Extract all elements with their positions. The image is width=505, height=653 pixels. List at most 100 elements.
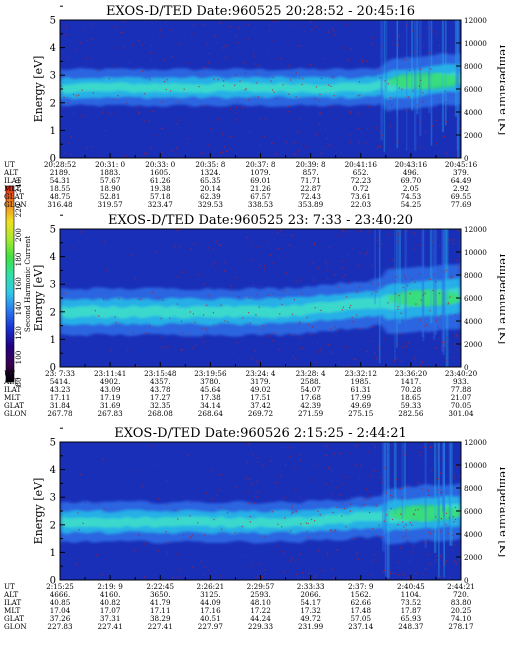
- y2-tick-label: 10000: [464, 39, 487, 48]
- ephemeris-value: 17.87: [401, 606, 422, 615]
- streak: [437, 442, 440, 534]
- ephemeris-value: 20:35: 8: [195, 160, 225, 169]
- y-tick-label: 1: [50, 335, 56, 346]
- y2-tick-label: 4000: [464, 317, 483, 326]
- y-tick-label: 1: [50, 548, 56, 559]
- ephemeris-value: 0.72: [353, 184, 369, 193]
- ephemeris-row-label: GLAT: [4, 192, 24, 201]
- y2-tick-label: 6000: [464, 507, 483, 516]
- y-tick-label: 3: [50, 71, 56, 82]
- ephemeris-row-label: GLON: [4, 200, 27, 209]
- ephemeris-value: 22.03: [350, 200, 371, 209]
- ephemeris-value: 40.51: [200, 614, 221, 623]
- ephemeris-value: 17.11: [150, 606, 171, 615]
- ephemeris-value: 23:11:41: [94, 369, 126, 378]
- ephemeris-value: 1562.: [350, 590, 371, 599]
- ephemeris-value: 1104.: [401, 590, 422, 599]
- ephemeris-value: 22.87: [300, 184, 321, 193]
- ephemeris-value: 1324.: [200, 168, 221, 177]
- ephemeris-row-label: ALT: [3, 168, 18, 177]
- ephemeris-value: 57.18: [150, 192, 171, 201]
- y2-axis-label: Temperature [K]: [497, 465, 505, 557]
- ephemeris-value: 323.47: [148, 200, 174, 209]
- ephemeris-value: 20:33: 0: [145, 160, 175, 169]
- hot-region: [388, 289, 461, 307]
- ephemeris-value: 17.48: [350, 606, 371, 615]
- ephemeris-value: 65.35: [200, 176, 221, 185]
- ephemeris-value: 2:40:45: [397, 582, 425, 591]
- ephemeris-value: 3650.: [150, 590, 171, 599]
- streak: [456, 20, 459, 151]
- ephemeris-value: 44.24: [250, 614, 271, 623]
- streak: [414, 20, 417, 151]
- ephemeris-value: 19.38: [150, 184, 171, 193]
- ephemeris-value: 74.10: [451, 614, 472, 623]
- ephemeris-value: 4357.: [150, 377, 171, 386]
- ephemeris-value: 2.05: [403, 184, 419, 193]
- y2-axis-label: Temperature [K]: [497, 43, 505, 135]
- spectrogram-panel-2: EXOS-D/TED Date:960525 23: 7:33 - 23:40:…: [3, 213, 505, 418]
- ephemeris-row-label: ALT: [3, 590, 18, 599]
- y2-tick-label: 10000: [464, 461, 487, 470]
- ephemeris-value: 2.92: [453, 184, 469, 193]
- ephemeris-value: 2:33:33: [297, 582, 325, 591]
- streak: [433, 229, 436, 340]
- streak: [381, 442, 385, 552]
- ephemeris-value: 353.89: [298, 200, 324, 209]
- ephemeris-value: 42.39: [300, 401, 321, 410]
- ephemeris-value: 2:29:57: [247, 582, 275, 591]
- ephemeris-value: 2:44:21: [447, 582, 475, 591]
- colorbar-tick-label: 220: [14, 203, 23, 217]
- ephemeris-value: 17.07: [100, 606, 121, 615]
- spectrogram-image: [60, 229, 461, 367]
- ephemeris-row-label: ILAT: [4, 598, 21, 607]
- y2-tick-label: 2000: [464, 553, 483, 562]
- y-tick-label: 4: [50, 43, 56, 54]
- y2-tick-label: 10000: [464, 248, 487, 257]
- ephemeris-value: 933.: [453, 377, 469, 386]
- y2-tick-label: 6000: [464, 85, 483, 94]
- ephemeris-value: 282.56: [398, 409, 424, 418]
- ephemeris-table: UT 23: 7:33 23:11:41 23:15:48 23:19:56 23:24:…: [3, 369, 478, 418]
- ephemeris-value: 17.22: [250, 606, 271, 615]
- ephemeris-value: 2:26:21: [197, 582, 225, 591]
- y-tick-label: 4: [50, 252, 56, 263]
- streak: [443, 442, 445, 578]
- ephemeris-row-label: UT: [4, 369, 15, 378]
- ephemeris-value: 17.32: [300, 606, 321, 615]
- ephemeris-value: 61.31: [350, 385, 371, 394]
- ephemeris-value: 73.61: [350, 192, 371, 201]
- ephemeris-value: 2066.: [300, 590, 321, 599]
- ephemeris-value: 17.19: [100, 393, 121, 402]
- ephemeris-value: 17.11: [50, 393, 71, 402]
- ephemeris-value: 83.80: [451, 598, 472, 607]
- streak: [444, 229, 448, 306]
- ephemeris-value: 72.23: [350, 176, 371, 185]
- ephemeris-row-label: MLT: [4, 606, 21, 615]
- ephemeris-value: 857.: [303, 168, 319, 177]
- streak: [384, 442, 386, 573]
- ephemeris-value: 69.55: [451, 192, 472, 201]
- y-tick-label: 2: [50, 307, 56, 318]
- colorbar-tick-label: 200: [14, 228, 23, 242]
- ephemeris-value: 40.82: [100, 598, 121, 607]
- ephemeris-value: 278.17: [448, 622, 474, 631]
- colorbar-tick-label: 240: [14, 179, 23, 193]
- ephemeris-value: 31.69: [100, 401, 121, 410]
- ephemeris-value: 1985.: [350, 377, 371, 386]
- colorbar-tick-label: 120: [14, 326, 23, 340]
- streak: [422, 229, 425, 342]
- streak: [434, 442, 437, 553]
- ephemeris-value: 20:39: 8: [296, 160, 326, 169]
- ephemeris-value: 23:40:20: [445, 369, 478, 378]
- ephemeris-value: 62.66: [350, 598, 371, 607]
- y-tick-label: 0: [50, 363, 56, 374]
- y2-tick-label: 8000: [464, 484, 483, 493]
- streak: [374, 229, 376, 305]
- ephemeris-value: 17.99: [350, 393, 371, 402]
- ephemeris-value: 2:22:45: [146, 582, 174, 591]
- y2-tick-label: 4000: [464, 108, 483, 117]
- streak: [384, 442, 388, 580]
- ephemeris-value: 54.31: [50, 176, 71, 185]
